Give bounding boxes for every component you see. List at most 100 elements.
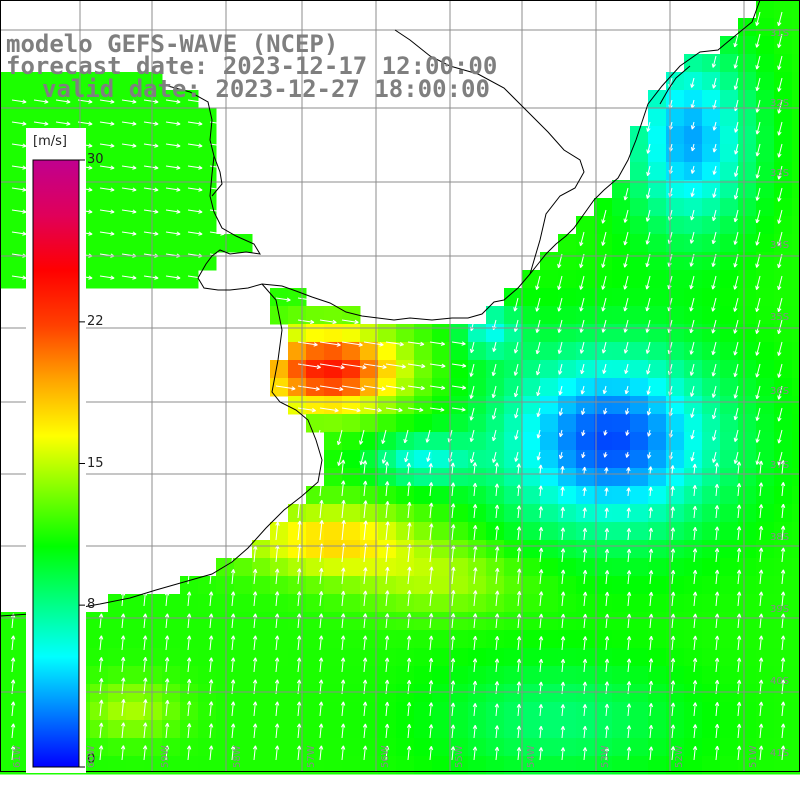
wind-speed-cell [540, 486, 559, 505]
wind-arrow [429, 363, 446, 368]
wind-speed-cell [648, 738, 667, 757]
wind-speed-cell [792, 540, 800, 559]
wind-speed-cell [792, 378, 800, 397]
wind-speed-cell [252, 756, 271, 775]
wind-arrow [385, 590, 390, 607]
wind-speed-cell [234, 648, 253, 667]
wind-arrow [734, 121, 739, 133]
wind-speed-cell [738, 18, 757, 37]
wind-speed-cell [594, 198, 613, 217]
wind-speed-cell [594, 432, 613, 451]
wind-speed-cell [666, 540, 685, 559]
wind-speed-cell [720, 144, 739, 163]
wind-speed-cell [702, 234, 721, 253]
wind-speed-cell [144, 270, 163, 289]
wind-speed-cell [774, 126, 793, 145]
wind-arrow [736, 701, 742, 717]
wind-speed-cell [252, 648, 271, 667]
wind-arrow [406, 462, 411, 475]
wind-arrow [690, 143, 696, 152]
wind-arrow [647, 451, 652, 459]
wind-arrow [164, 745, 170, 761]
wind-arrow [625, 407, 630, 415]
wind-arrow [186, 591, 192, 607]
wind-arrow [560, 506, 565, 519]
wind-speed-cell [720, 720, 739, 739]
wind-arrow [755, 77, 761, 92]
wind-speed-cell [684, 702, 703, 721]
wind-speed-cell [144, 594, 163, 613]
wind-speed-cell [576, 738, 595, 757]
wind-arrow [362, 480, 368, 497]
wind-speed-cell [540, 432, 559, 451]
wind-arrow [319, 341, 341, 347]
wind-arrow [187, 187, 203, 192]
wind-speed-cell [738, 540, 757, 559]
wind-arrow [692, 702, 698, 717]
wind-speed-cell [666, 72, 685, 91]
wind-speed-cell [252, 720, 271, 739]
wind-speed-cell [486, 648, 505, 667]
wind-arrow [560, 591, 566, 607]
wind-arrow [450, 702, 456, 717]
wind-speed-cell [684, 576, 703, 595]
wind-speed-cell [558, 378, 577, 397]
latitude-label: 41S [770, 748, 790, 759]
wind-arrow [558, 451, 564, 460]
wind-speed-cell [270, 522, 289, 541]
wind-arrow [711, 319, 717, 334]
wind-speed-cell [576, 432, 595, 451]
wind-arrow [318, 591, 324, 607]
wind-arrow [472, 703, 478, 717]
wind-arrow [362, 701, 368, 717]
wind-arrow [359, 429, 365, 445]
wind-speed-cell [702, 198, 721, 217]
wind-arrow [407, 341, 425, 347]
wind-arrow [252, 635, 258, 651]
wind-speed-cell [468, 594, 487, 613]
wind-speed-cell [324, 360, 343, 379]
wind-speed-cell [792, 72, 800, 91]
wind-speed-cell [396, 504, 415, 523]
wind-speed-cell [468, 738, 487, 757]
wind-speed-cell [306, 504, 325, 523]
wind-speed-cell [378, 684, 397, 703]
wind-speed-cell [792, 180, 800, 199]
wind-speed-cell [612, 432, 631, 451]
wind-speed-cell [630, 288, 649, 307]
wind-speed-cell [162, 648, 181, 667]
wind-speed-cell [342, 414, 361, 433]
wind-speed-cell [756, 378, 775, 397]
wind-speed-cell [522, 270, 541, 289]
wind-arrow [557, 275, 563, 290]
wind-arrow [403, 429, 409, 444]
wind-arrow [538, 613, 544, 629]
wind-speed-cell [306, 486, 325, 505]
wind-arrow [736, 613, 742, 629]
wind-speed-cell [684, 126, 703, 145]
wind-speed-cell [720, 288, 739, 307]
wind-arrow [714, 505, 720, 519]
wind-speed-cell [216, 612, 235, 631]
wind-speed-cell [630, 234, 649, 253]
wind-speed-cell [774, 702, 793, 721]
wind-arrow [538, 506, 543, 519]
wind-speed-cell [18, 72, 37, 91]
wind-speed-cell [774, 414, 793, 433]
wind-arrow [407, 385, 425, 391]
wind-speed-cell [396, 648, 415, 667]
wind-speed-cell [126, 648, 145, 667]
wind-speed-cell [216, 576, 235, 595]
wind-arrow [714, 462, 719, 475]
wind-speed-cell [252, 666, 271, 685]
wind-arrow [473, 590, 478, 607]
wind-speed-cell [432, 522, 451, 541]
wind-arrow [362, 460, 368, 475]
wind-arrow [340, 745, 346, 761]
wind-speed-cell [648, 252, 667, 271]
wind-arrow [755, 33, 761, 48]
wind-speed-cell [666, 468, 685, 487]
wind-speed-cell [468, 648, 487, 667]
wind-arrow [777, 121, 783, 136]
wind-arrow [230, 569, 236, 585]
